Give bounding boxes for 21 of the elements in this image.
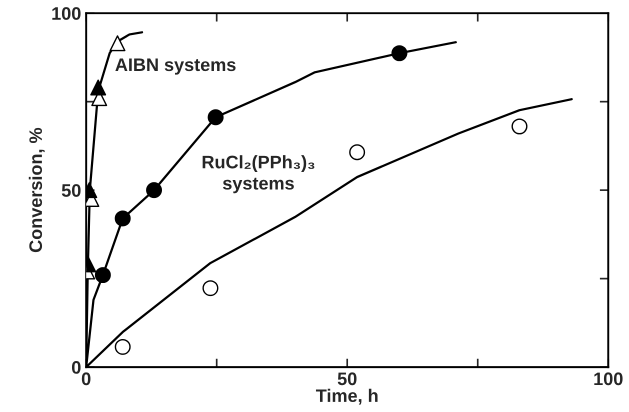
- y-tick-label: 50: [62, 184, 81, 197]
- y-tick-label: 100: [52, 7, 81, 20]
- point: [146, 182, 162, 198]
- x-tick-label: 50: [338, 372, 357, 386]
- point: [114, 210, 131, 226]
- point: [202, 280, 218, 296]
- annotation: systems: [222, 178, 294, 194]
- point: [94, 267, 111, 284]
- x-tick-label: 100: [594, 372, 623, 386]
- point: [208, 109, 224, 126]
- y-tick-label: 0: [72, 361, 81, 374]
- annotation: AIBN systems: [115, 58, 236, 75]
- point: [110, 35, 126, 52]
- annotation: RuCl₂(PPh₃)₃: [202, 155, 314, 172]
- x-axis-title: Time, h: [316, 388, 378, 405]
- y-axis-title: Conversion, %: [28, 128, 45, 252]
- point: [349, 144, 366, 160]
- point: [391, 45, 408, 62]
- point: [512, 118, 528, 134]
- point: [114, 338, 131, 355]
- x-tick-label: 0: [82, 372, 90, 386]
